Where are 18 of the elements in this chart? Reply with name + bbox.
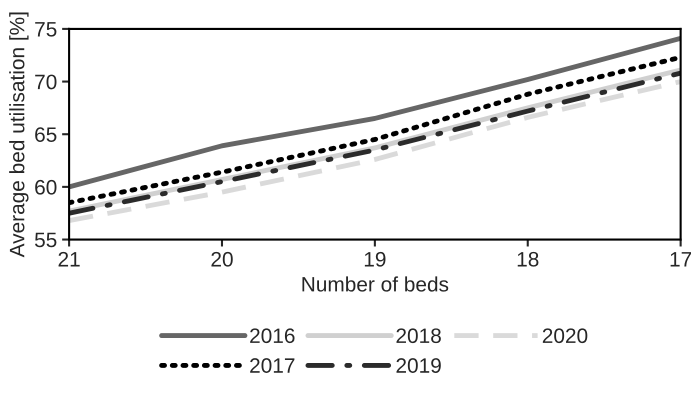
legend-label: 2017 <box>250 358 294 373</box>
x-tick-label: 20 <box>211 252 233 267</box>
y-axis-title: Average bed utilisation [%] <box>9 12 29 258</box>
legend-label: 2020 <box>542 328 588 344</box>
legend-label: 2018 <box>396 328 441 344</box>
legend-label: 2016 <box>250 328 295 344</box>
y-tick-label: 55 <box>34 232 56 248</box>
line-series <box>69 36 681 190</box>
y-tick-label: 75 <box>35 22 56 37</box>
x-axis-title: Number of beds <box>302 276 448 292</box>
x-tick-label: 17 <box>670 252 691 266</box>
x-tick-label: 18 <box>518 252 538 267</box>
y-tick-label: 60 <box>35 180 56 195</box>
y-tick-label: 65 <box>35 127 56 142</box>
legend-label: 2019 <box>396 358 441 373</box>
x-tick-label: 19 <box>364 252 386 267</box>
x-tick-label: 21 <box>58 252 80 266</box>
y-tick-label: 70 <box>35 74 56 90</box>
